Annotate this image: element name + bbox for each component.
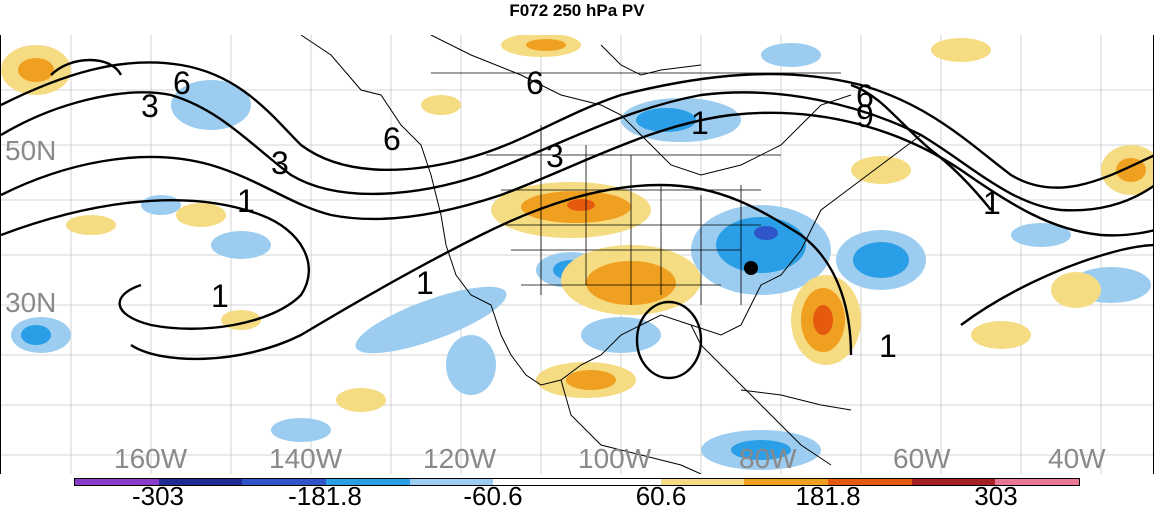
contour-label: 3: [271, 145, 289, 181]
colorbar-tick-label: -181.8: [288, 481, 362, 511]
map-graphic: [1, 35, 1153, 474]
colorbar-segment: [158, 479, 243, 485]
colorbar-segment: [409, 479, 494, 485]
storm-center-dot: [744, 261, 758, 275]
colorbar-segment: [995, 479, 1080, 485]
contour-label: 1: [211, 278, 229, 314]
contour-label: 3: [141, 88, 159, 124]
contour-label: 1: [416, 265, 434, 301]
colorbar-segment: [242, 479, 327, 485]
map-title: F072 250 hPa PV: [509, 1, 645, 20]
contour-label: 1: [879, 328, 897, 364]
contour-label: 3: [546, 138, 564, 174]
contour-label: 1: [983, 185, 1001, 221]
colorbar-tick-label: -303: [131, 481, 185, 511]
longitude-label: 100W: [578, 443, 652, 474]
contour-label: 1: [237, 183, 255, 219]
colorbar-tick-label: -60.6: [463, 481, 523, 511]
latitude-label: 30N: [5, 287, 57, 318]
colorbar-segment: [744, 479, 829, 485]
map-panel: 3 6 6 3 1 1 6 3 1 6 9 1 1 1 50N 30N 160W…: [0, 35, 1154, 474]
colorbar-segment: [828, 479, 912, 485]
colorbar-tick-label: 60.6: [635, 481, 687, 511]
longitude-label: 140W: [269, 443, 343, 474]
longitude-label: 60W: [893, 443, 951, 474]
longitude-label: 40W: [1048, 443, 1106, 474]
colorbar-segment: [660, 479, 745, 485]
longitude-label: 120W: [423, 443, 497, 474]
contour-label: 6: [526, 65, 544, 101]
colorbar: [74, 478, 1080, 486]
longitude-label: 160W: [114, 443, 188, 474]
colorbar-segment: [577, 479, 661, 485]
colorbar-tick-label: 303: [974, 481, 1018, 511]
contour-label: 9: [856, 98, 874, 134]
colorbar-segment: [75, 479, 159, 485]
pv-contours: [1, 58, 1153, 380]
colorbar-segment: [326, 479, 410, 485]
contour-label: 1: [691, 105, 709, 141]
latitude-label: 50N: [5, 135, 57, 166]
colorbar-tick-label: 181.8: [795, 481, 861, 511]
contour-label: 6: [856, 78, 874, 114]
contour-label: 6: [173, 65, 191, 101]
colorbar-segment: [911, 479, 996, 485]
colorbar-labels: -303 -181.8 -60.6 60.6 181.8 303: [0, 483, 1154, 509]
colorbar-segment: [493, 479, 578, 485]
contour-label: 6: [383, 121, 401, 157]
coastlines: [300, 35, 922, 474]
longitude-label: 80W: [739, 443, 797, 474]
